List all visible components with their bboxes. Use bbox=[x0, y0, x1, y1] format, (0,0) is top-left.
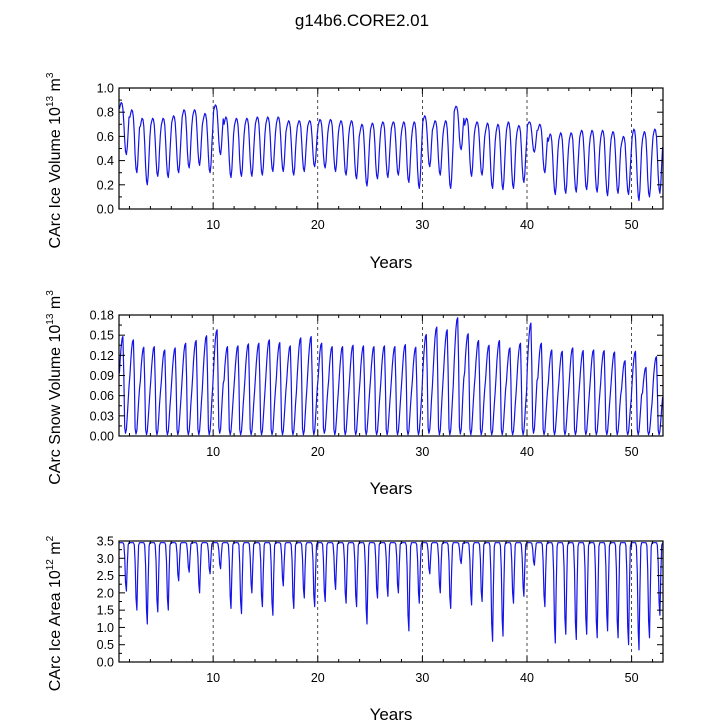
snow-volume-y-tick-label: 0.15 bbox=[90, 329, 114, 343]
ice-area-panel: CArc Ice Area 1012 m2 Years 0.0 0.5 1.0 1.5… bbox=[45, 535, 664, 724]
ice-area-y-tick-label: 0.0 bbox=[97, 656, 114, 670]
ice-area-x-tick-label: 20 bbox=[311, 671, 325, 685]
snow-volume-y-axis-title: CArc Snow Volume 1013 m3 bbox=[45, 290, 64, 485]
ice-volume-x-tick-label: 50 bbox=[625, 218, 639, 232]
ice-area-x-tick-label: 30 bbox=[415, 671, 429, 685]
ice-area-y-tick-label: 3.5 bbox=[97, 535, 114, 549]
snow-volume-panel: CArc Snow Volume 1013 m3 Years 0.00 0.03 0… bbox=[45, 290, 664, 498]
ice-volume-panel: CArc Ice Volume 1013 m3 Years 0.0 0.2 0.4 0… bbox=[45, 72, 664, 272]
ice-area-x-axis-title: Years bbox=[370, 705, 413, 724]
snow-volume-x-tick-label: 30 bbox=[415, 445, 429, 459]
ice-volume-y-tick-label: 1.0 bbox=[97, 82, 114, 96]
snow-volume-x-axis-title: Years bbox=[370, 479, 413, 498]
ice-volume-x-tick-label: 30 bbox=[415, 218, 429, 232]
snow-volume-y-tick-label: 0.03 bbox=[90, 409, 114, 423]
ice-area-y-tick-label: 0.5 bbox=[97, 638, 114, 652]
snow-volume-y-tick-label: 0.18 bbox=[90, 309, 114, 323]
ice-area-y-tick-label: 1.5 bbox=[97, 604, 114, 618]
ice-volume-y-tick-label: 0.8 bbox=[97, 106, 114, 120]
ice-area-series-line bbox=[119, 542, 664, 651]
ice-area-y-tick-label: 3.0 bbox=[97, 552, 114, 566]
ice-volume-y-tick-label: 0.4 bbox=[97, 154, 114, 168]
ice-volume-x-tick-label: 20 bbox=[311, 218, 325, 232]
snow-volume-series-line bbox=[118, 317, 664, 436]
ice-area-y-tick-label: 1.0 bbox=[97, 621, 114, 635]
snow-volume-x-tick-label: 40 bbox=[520, 445, 534, 459]
snow-volume-y-tick-label: 0.12 bbox=[90, 349, 114, 363]
ice-volume-x-tick-label: 40 bbox=[520, 218, 534, 232]
ice-volume-y-tick-label: 0.0 bbox=[97, 203, 114, 217]
ice-area-y-tick-label: 2.5 bbox=[97, 569, 114, 583]
ice-volume-y-axis-title: CArc Ice Volume 1013 m3 bbox=[45, 72, 64, 248]
ice-area-x-tick-label: 40 bbox=[520, 671, 534, 685]
snow-volume-y-tick-label: 0.06 bbox=[90, 389, 114, 403]
figure-title: g14b6.CORE2.01 bbox=[295, 11, 429, 30]
ice-volume-series-line bbox=[118, 101, 664, 202]
ice-volume-y-tick-label: 0.2 bbox=[97, 178, 114, 192]
snow-volume-y-tick-label: 0.00 bbox=[90, 430, 114, 444]
ice-area-x-tick-label: 50 bbox=[625, 671, 639, 685]
ice-volume-x-tick-label: 10 bbox=[206, 218, 220, 232]
snow-volume-x-tick-label: 50 bbox=[625, 445, 639, 459]
snow-volume-x-tick-label: 10 bbox=[206, 445, 220, 459]
snow-volume-x-tick-label: 20 bbox=[311, 445, 325, 459]
ice-area-y-axis-title: CArc Ice Area 1012 m2 bbox=[45, 535, 64, 691]
ice-volume-x-axis-title: Years bbox=[370, 253, 413, 272]
ice-volume-y-tick-label: 0.6 bbox=[97, 130, 114, 144]
ice-area-y-tick-label: 2.0 bbox=[97, 586, 114, 600]
snow-volume-y-tick-label: 0.09 bbox=[90, 369, 114, 383]
ice-area-x-tick-label: 10 bbox=[206, 671, 220, 685]
